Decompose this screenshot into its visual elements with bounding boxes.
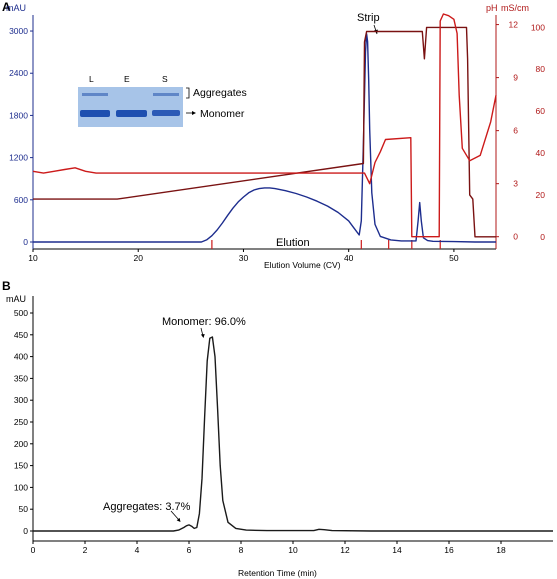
panel-b-aggregates-arrowhead xyxy=(176,517,181,522)
panel-a-conductivity-tick-label: 0 xyxy=(540,232,545,242)
panel-a-left-tick-label: 2400 xyxy=(9,68,28,78)
panel-b-x-tick-label: 18 xyxy=(496,545,506,555)
panel-b-aggregates-annotation: Aggregates: 3.7% xyxy=(103,501,191,513)
panel-a-ph-tick-label: 3 xyxy=(513,179,518,189)
panel-b-y-tick-label: 300 xyxy=(14,395,28,405)
panel-b-aggregates-arrow xyxy=(170,510,180,521)
panel-b-x-tick-label: 16 xyxy=(444,545,454,555)
gel-lane-label-e: E xyxy=(124,74,130,84)
panel-a-x-tick-label: 30 xyxy=(239,253,249,263)
panel-b-x-tick-label: 2 xyxy=(83,545,88,555)
gel-band-s-monomer xyxy=(152,110,180,116)
panel-b-y-axis-label: mAU xyxy=(6,294,26,304)
panel-a-x-axis-label: Elution Volume (CV) xyxy=(264,260,341,270)
panel-a-conductivity-axis-label: mS/cm xyxy=(501,3,529,13)
panel-b-x-tick-label: 6 xyxy=(187,545,192,555)
monomer-arrowhead xyxy=(192,111,196,115)
gel-lane-label-s: S xyxy=(162,74,168,84)
panel-a-conductivity-tick-label: 100 xyxy=(531,22,545,32)
gel-band-e-monomer xyxy=(116,110,147,117)
panel-a-x-tick-label: 40 xyxy=(344,253,354,263)
panel-b-x-axis-label: Retention Time (min) xyxy=(238,568,317,578)
panel-a-ph-axis-label: pH xyxy=(486,3,498,13)
panel-a-left-tick-label: 600 xyxy=(14,195,28,205)
panel-b-y-tick-label: 50 xyxy=(19,504,29,514)
panel-b-label: B xyxy=(2,279,11,293)
panel-a-strip-annotation: Strip xyxy=(357,12,380,24)
panel-b-y-tick-label: 500 xyxy=(14,308,28,318)
panel-a-x-tick-label: 10 xyxy=(28,253,38,263)
panel-a-conductivity-line xyxy=(33,26,496,238)
panel-a-left-axis-label: mAU xyxy=(6,3,26,13)
panel-b-x-tick-label: 12 xyxy=(340,545,350,555)
panel-a-x-tick-label: 20 xyxy=(133,253,143,263)
panel-b-x-tick-label: 8 xyxy=(239,545,244,555)
panel-a-ph-tick-label: 9 xyxy=(513,73,518,83)
panel-b-x-tick-label: 10 xyxy=(288,545,298,555)
panel-a-left-tick-label: 1200 xyxy=(9,153,28,163)
gel-lane-label-l: L xyxy=(89,74,94,84)
panel-a-conductivity-tick-label: 40 xyxy=(536,148,546,158)
inset-monomer-label: Monomer xyxy=(200,108,245,120)
panel-b-y-tick-label: 150 xyxy=(14,461,28,471)
panel-b-x-tick-label: 0 xyxy=(31,545,36,555)
gel-band-l-aggregates xyxy=(82,93,108,96)
panel-a-label: A xyxy=(2,0,11,14)
gel-band-s-aggregates xyxy=(153,93,179,96)
panel-a-uv-absorbance-line xyxy=(33,33,496,243)
panel-a-left-tick-label: 1800 xyxy=(9,110,28,120)
panel-a-x-tick-label: 50 xyxy=(449,253,459,263)
panel-a-ph-line xyxy=(32,13,497,238)
panel-a-ph-tick-label: 6 xyxy=(513,126,518,136)
panel-b-chromatogram-line xyxy=(33,336,553,532)
panel-b-y-tick-label: 400 xyxy=(14,352,28,362)
panel-a-elution-annotation: Elution xyxy=(276,237,310,249)
panel-b-x-tick-label: 4 xyxy=(135,545,140,555)
panel-b-monomer-arrowhead xyxy=(200,334,205,338)
sds-page-inset: L E S Aggregates Monomer xyxy=(78,74,247,127)
gel-band-l-monomer xyxy=(80,110,110,117)
panel-a-left-tick-label: 0 xyxy=(23,237,28,247)
panel-b-chart: mAU Retention Time (min) Monomer: 96.0% … xyxy=(6,294,553,578)
panel-b-y-tick-label: 200 xyxy=(14,439,28,449)
panel-b-x-tick-label: 14 xyxy=(392,545,402,555)
panel-a-left-tick-label: 3000 xyxy=(9,26,28,36)
aggregates-bracket xyxy=(186,87,190,99)
panel-a-conductivity-tick-label: 60 xyxy=(536,106,546,116)
panel-a-ph-tick-label: 0 xyxy=(513,232,518,242)
panel-b-y-tick-label: 350 xyxy=(14,373,28,383)
panel-a-ph-tick-label: 12 xyxy=(509,20,519,30)
panel-a-conductivity-tick-label: 20 xyxy=(536,190,546,200)
panel-b-y-tick-label: 450 xyxy=(14,330,28,340)
panel-a-chart: mAU pH mS/cm Elution Volume (CV) Strip E… xyxy=(6,3,545,270)
inset-aggregates-label: Aggregates xyxy=(193,87,247,99)
panel-b-y-tick-label: 100 xyxy=(14,482,28,492)
panel-b-y-tick-label: 250 xyxy=(14,417,28,427)
panel-b-monomer-annotation: Monomer: 96.0% xyxy=(162,316,246,328)
panel-b-y-tick-label: 0 xyxy=(23,526,28,536)
panel-a-conductivity-tick-label: 80 xyxy=(536,64,546,74)
